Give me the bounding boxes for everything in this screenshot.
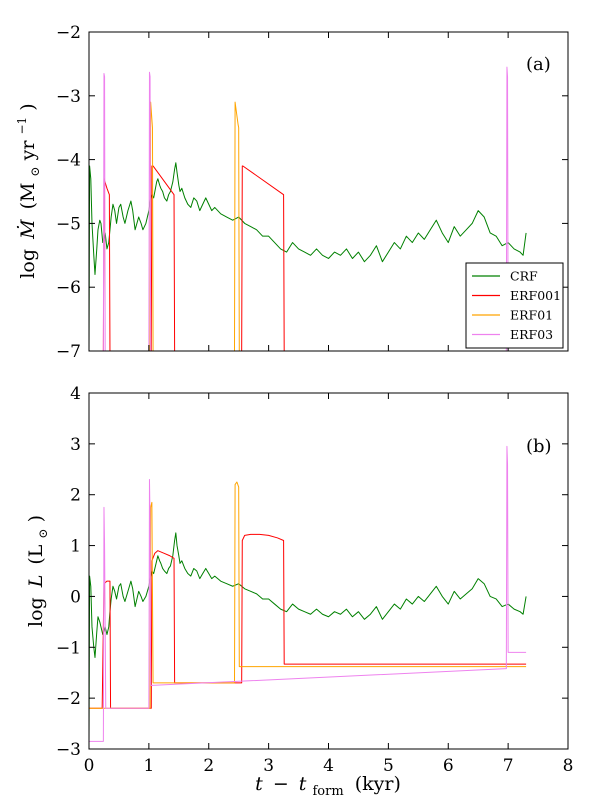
panel-b-series-erf001 — [89, 533, 527, 709]
ytick-label: −6 — [56, 278, 81, 298]
panel-a-ylabel-close: ) — [17, 103, 39, 110]
panel-b-frame — [88, 392, 569, 750]
xtick-label: 2 — [203, 756, 214, 776]
panel-a-yticks: −7 −6 −5 −4 −3 −2 — [56, 23, 568, 362]
panel-a-ylabel-sup: −1 — [15, 117, 29, 135]
ytick-label: −5 — [56, 214, 81, 234]
panel-a-ylabel-sub: ⊙ — [28, 166, 42, 176]
ytick-label: −4 — [56, 151, 81, 171]
ytick-label: 4 — [70, 384, 81, 404]
ytick-label: 2 — [70, 486, 81, 506]
xlabel-unit: (kyr) — [355, 773, 401, 795]
ytick-label: −1 — [56, 638, 81, 658]
legend-label-crf: CRF — [510, 269, 538, 284]
panel-b-xticks: 0 1 2 3 4 5 6 7 8 — [84, 393, 574, 776]
ytick-label: −7 — [56, 342, 81, 362]
xtick-label: 7 — [503, 756, 514, 776]
xtick-label: 5 — [383, 756, 394, 776]
panel-b-series-crf — [89, 532, 527, 742]
panel-a-ylabel: log Ṁ (M ⊙ yr −1 ) — [9, 103, 44, 278]
panel-b-xlabel: t − t form (kyr) — [255, 773, 401, 798]
panel-a-series-erf01 — [89, 101, 527, 351]
panel-b-ylabel: log L (L ⊙ ) — [25, 515, 52, 627]
ytick-label: −2 — [56, 689, 81, 709]
ytick-label: −3 — [56, 740, 81, 760]
panel-b-series-erf03 — [89, 445, 527, 742]
ytick-label: 1 — [70, 537, 81, 557]
panel-a-ylabel-mid: yr — [17, 140, 39, 162]
panel-a-ylabel-prefix: log — [17, 249, 39, 279]
xlabel-t2: t — [299, 773, 307, 795]
panel-a-tag: (a) — [526, 54, 551, 75]
panel-b-ylabel-close: ) — [25, 515, 47, 522]
panel-a-series-erf03 — [89, 66, 527, 351]
panel-b-ylabel-sub: ⊙ — [36, 528, 50, 538]
panel-a-ylabel-open: (M — [17, 183, 39, 210]
legend-label-erf001: ERF001 — [510, 288, 561, 303]
xtick-label: 3 — [263, 756, 274, 776]
panel-b-ylabel-var: L — [25, 575, 47, 589]
legend-items: CRF ERF001 ERF01 ERF03 — [472, 269, 561, 342]
panel-b-series — [89, 445, 527, 742]
panel-a-series-crf — [89, 162, 527, 351]
xlabel-minus: − — [273, 773, 289, 795]
panel-b-ylabel-open: (L — [25, 544, 47, 564]
legend-label-erf03: ERF03 — [510, 327, 553, 342]
panel-a: −7 −6 −5 −4 −3 −2 (a) log Ṁ (M ⊙ yr −1 ) CRF E… — [9, 23, 569, 362]
xlabel-t: t — [255, 773, 263, 795]
xtick-label: 6 — [443, 756, 454, 776]
legend: CRF ERF001 ERF01 ERF03 — [465, 262, 564, 349]
legend-label-erf01: ERF01 — [510, 308, 553, 323]
legend-box — [465, 262, 564, 349]
ytick-label: −2 — [56, 23, 81, 43]
xtick-label: 0 — [84, 756, 95, 776]
panel-a-series — [89, 66, 527, 351]
ytick-label: 3 — [70, 435, 81, 455]
ytick-label: 0 — [70, 587, 81, 607]
xlabel-sub: form — [312, 784, 343, 798]
panel-b-ylabel-prefix: log — [25, 597, 47, 627]
xtick-label: 1 — [143, 756, 154, 776]
xtick-label: 8 — [563, 756, 574, 776]
ytick-label: −3 — [56, 87, 81, 107]
panel-b-series-erf01 — [89, 481, 527, 709]
panel-b: −3 −2 −1 0 1 2 3 4 0 1 2 3 4 5 6 7 8 (b) log L (L ⊙ ) t… — [25, 384, 574, 799]
xtick-label: 4 — [323, 756, 334, 776]
panel-b-tag: (b) — [526, 436, 552, 457]
panel-a-ylabel-var: Ṁ — [16, 219, 39, 240]
panel-b-yticks: −3 −2 −1 0 1 2 3 4 — [56, 384, 568, 760]
